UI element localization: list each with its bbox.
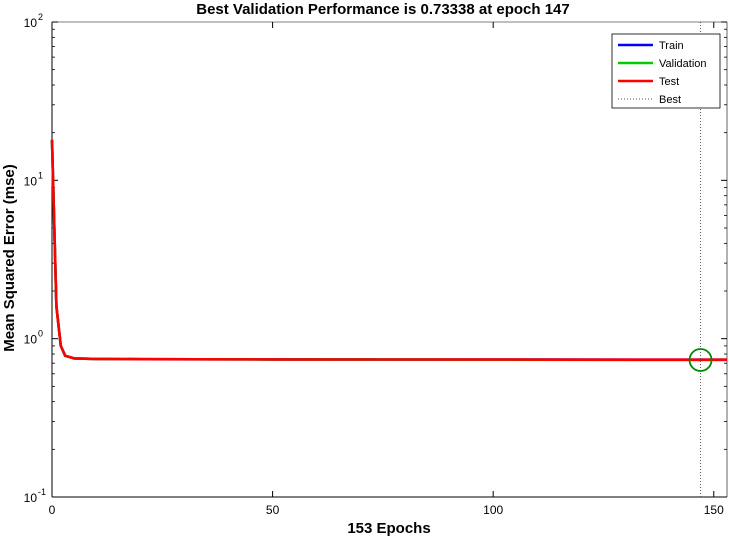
series-layer [50,139,728,362]
legend-label-validation: Validation [659,58,707,70]
y-tick-label-base: 10 [24,174,38,188]
legend-label-test: Test [659,76,679,88]
legend-label-best: Best [659,94,681,106]
x-axis-label: 153 Epochs [347,520,430,537]
x-tick-label: 0 [49,503,56,517]
best-epoch-circle [688,348,713,372]
x-tick-label: 50 [266,503,280,517]
y-tick-label-exp: 0 [38,329,43,339]
y-tick-label-exp: 1 [38,170,43,180]
x-tick-label: 150 [704,503,724,517]
plot-frame [51,21,728,498]
y-tick-label-base: 10 [24,16,38,30]
best-layer [688,22,713,497]
series-line-validation [50,139,727,362]
y-tick-label-base: 10 [24,491,38,505]
legend-label-train: Train [659,40,684,52]
y-tick-label-exp: -1 [38,487,46,497]
x-tick-label: 100 [483,503,503,517]
y-tick-label-base: 10 [24,333,38,347]
x-axis-ticks: 0 50 100 150 [49,22,724,517]
y-tick-label-exp: 2 [38,12,43,22]
legend-box [611,33,721,109]
legend: Train Validation Test Best [611,33,721,109]
chart-title: Best Validation Performance is 0.73338 a… [196,1,570,18]
series-line-train [50,139,728,362]
series-line-test [50,139,728,362]
y-axis-label: Mean Squared Error (mse) [1,164,18,352]
